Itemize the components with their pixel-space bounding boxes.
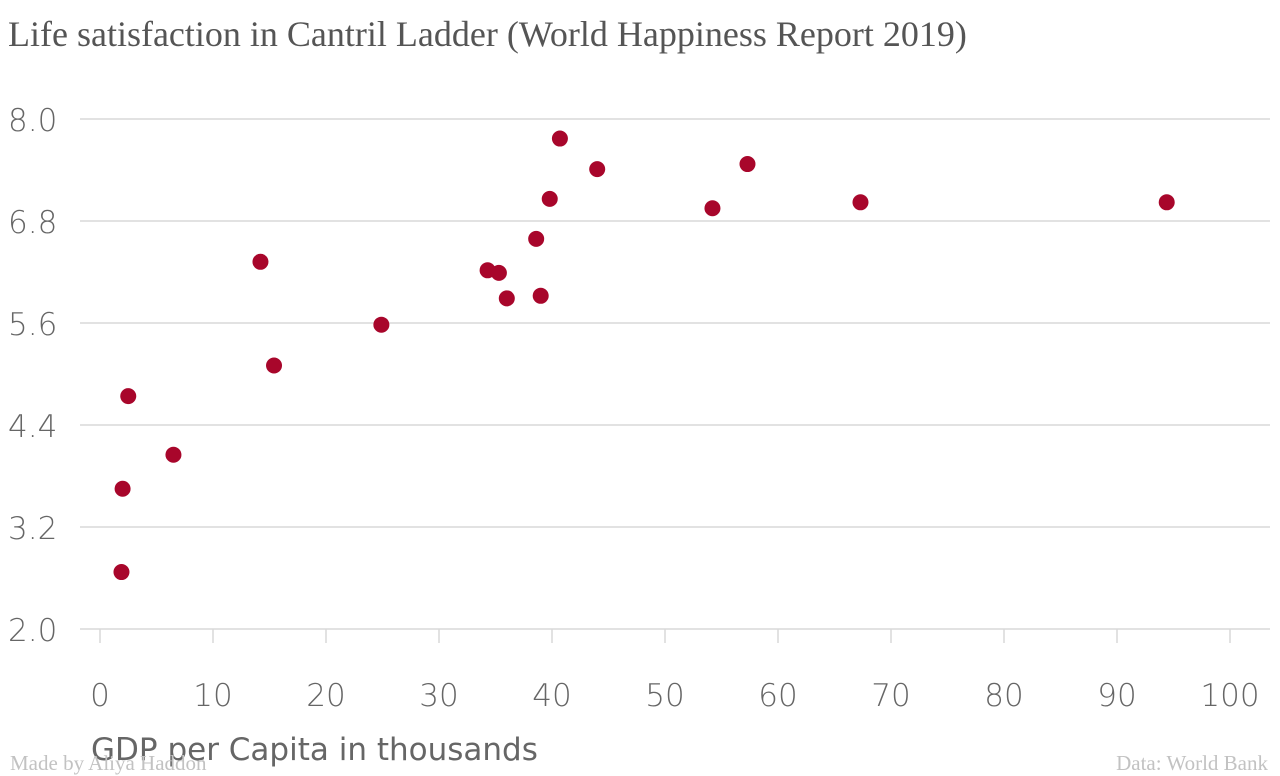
data-point (120, 388, 137, 405)
y-tick-label: 3.2 (8, 511, 57, 547)
data-point (114, 480, 131, 497)
data-point (1158, 194, 1175, 211)
grid-lines (80, 118, 1270, 630)
y-tick-label: 8.0 (8, 103, 57, 139)
data-point (551, 130, 568, 147)
y-tick-label: 4.4 (8, 409, 57, 445)
data-point (252, 253, 269, 270)
data-point (490, 264, 507, 281)
data-point (739, 156, 756, 173)
x-tick-label: 100 (1200, 678, 1259, 714)
y-tick-label: 6.8 (8, 205, 57, 241)
x-tick-label: 30 (419, 678, 458, 714)
x-tick-label: 40 (532, 678, 571, 714)
x-tick-label: 50 (645, 678, 684, 714)
chart-title: Life satisfaction in Cantril Ladder (Wor… (8, 14, 967, 54)
data-points (113, 130, 1175, 581)
data-point (852, 194, 869, 211)
x-axis-label: GDP per Capita in thousands (91, 732, 538, 768)
x-tick-label: 10 (193, 678, 232, 714)
data-point (498, 290, 515, 307)
data-point (373, 316, 390, 333)
x-axis-ticks: 0 10 20 30 40 50 60 70 80 90 100 (90, 629, 1260, 714)
data-point (528, 230, 545, 247)
data-point (165, 446, 182, 463)
data-point (704, 200, 721, 217)
x-tick-label: 70 (871, 678, 910, 714)
data-point (589, 161, 606, 178)
x-tick-label: 0 (90, 678, 110, 714)
data-point (532, 287, 549, 304)
y-axis-ticks: 8.0 6.8 5.6 4.4 3.2 2.0 (8, 103, 57, 649)
data-point (541, 190, 558, 207)
x-tick-label: 90 (1097, 678, 1136, 714)
x-tick-label: 80 (984, 678, 1023, 714)
footer-credit: Made by Aliya Haddon (10, 751, 207, 775)
y-tick-label: 2.0 (8, 613, 57, 649)
data-point (266, 357, 283, 374)
footer-source: Data: World Bank (1116, 751, 1268, 775)
data-point (113, 564, 130, 581)
x-tick-label: 60 (758, 678, 797, 714)
y-tick-label: 5.6 (8, 307, 57, 343)
x-tick-label: 20 (306, 678, 345, 714)
